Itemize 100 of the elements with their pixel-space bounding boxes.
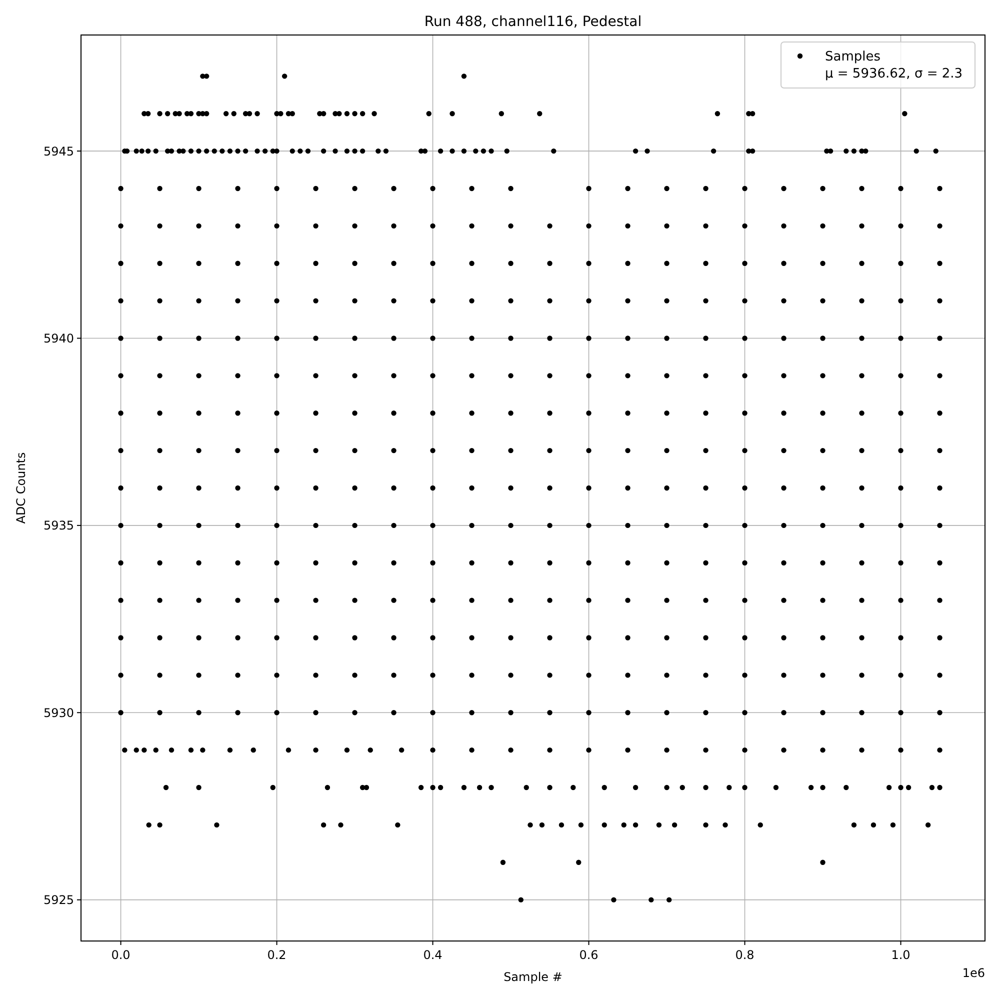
- point: [157, 298, 162, 304]
- point: [508, 522, 514, 528]
- point: [508, 448, 514, 454]
- point: [898, 223, 904, 229]
- point: [430, 672, 436, 678]
- point: [508, 186, 514, 192]
- point: [274, 410, 280, 416]
- point: [274, 260, 280, 266]
- point: [742, 522, 748, 528]
- point: [937, 448, 942, 454]
- point: [134, 747, 139, 753]
- point: [122, 747, 128, 753]
- point: [742, 672, 748, 678]
- point: [391, 373, 396, 378]
- point: [450, 148, 455, 154]
- point: [547, 260, 552, 266]
- point: [664, 260, 670, 266]
- point: [859, 410, 864, 416]
- point: [500, 860, 506, 865]
- point: [742, 448, 748, 454]
- point: [742, 223, 748, 229]
- point: [703, 560, 708, 566]
- point: [469, 747, 474, 753]
- point: [313, 522, 318, 528]
- point: [937, 336, 942, 341]
- point: [430, 522, 436, 528]
- point: [313, 485, 318, 491]
- point: [820, 672, 826, 678]
- point: [937, 485, 942, 491]
- point: [274, 710, 280, 716]
- x-tick-label: 0.4: [423, 948, 442, 962]
- point: [344, 148, 350, 154]
- point: [196, 635, 202, 640]
- point: [898, 373, 904, 378]
- y-tick-label: 5940: [43, 331, 74, 346]
- point: [274, 223, 280, 229]
- point: [391, 186, 396, 192]
- point: [118, 485, 124, 491]
- point: [703, 336, 708, 341]
- point: [611, 897, 616, 902]
- point: [898, 635, 904, 640]
- point: [644, 148, 650, 154]
- point: [820, 448, 826, 454]
- point: [781, 485, 786, 491]
- point: [625, 298, 630, 304]
- point: [352, 298, 358, 304]
- point: [781, 522, 786, 528]
- point: [547, 485, 552, 491]
- point: [469, 635, 474, 640]
- point: [508, 410, 514, 416]
- point: [898, 260, 904, 266]
- point: [844, 148, 849, 154]
- y-tick-label: 5945: [43, 144, 74, 158]
- point: [820, 710, 826, 716]
- point: [898, 485, 904, 491]
- point: [274, 485, 280, 491]
- point: [781, 672, 786, 678]
- point: [547, 298, 552, 304]
- point: [859, 485, 864, 491]
- point: [586, 560, 592, 566]
- point: [313, 448, 318, 454]
- point: [742, 485, 748, 491]
- x-axis-title: Sample #: [504, 970, 562, 984]
- point: [820, 747, 826, 753]
- point: [157, 410, 162, 416]
- point: [313, 410, 318, 416]
- point: [469, 186, 474, 192]
- point: [820, 223, 826, 229]
- point: [703, 485, 708, 491]
- point: [235, 148, 240, 154]
- point: [625, 560, 630, 566]
- y-axis-title: ADC Counts: [14, 452, 28, 524]
- point: [547, 598, 552, 603]
- point: [391, 672, 396, 678]
- point: [625, 260, 630, 266]
- point: [851, 822, 857, 828]
- point: [547, 672, 552, 678]
- point: [781, 635, 786, 640]
- point: [820, 784, 826, 790]
- point: [395, 822, 400, 828]
- point: [937, 710, 942, 716]
- point: [937, 747, 942, 753]
- point: [602, 822, 607, 828]
- point: [508, 710, 514, 716]
- point: [157, 448, 162, 454]
- point: [430, 298, 436, 304]
- point: [469, 485, 474, 491]
- point: [352, 598, 358, 603]
- point: [352, 710, 358, 716]
- point: [430, 710, 436, 716]
- point: [586, 186, 592, 192]
- point: [758, 822, 763, 828]
- point: [898, 560, 904, 566]
- point: [469, 448, 474, 454]
- point: [547, 223, 552, 229]
- point: [886, 784, 892, 790]
- point: [586, 223, 592, 229]
- point: [360, 148, 366, 154]
- point: [313, 710, 318, 716]
- point: [157, 336, 162, 341]
